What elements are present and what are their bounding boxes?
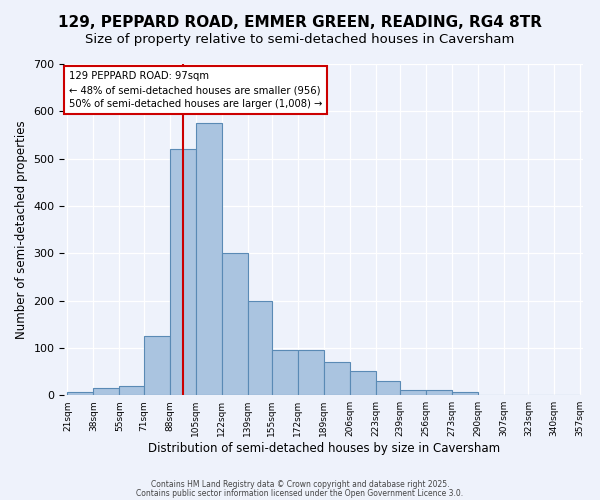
Bar	[144, 336, 170, 395]
Bar	[298, 350, 324, 395]
Y-axis label: Number of semi-detached properties: Number of semi-detached properties	[15, 120, 28, 339]
Bar	[272, 350, 298, 395]
Bar	[67, 392, 94, 395]
Bar	[400, 390, 426, 395]
Bar	[376, 381, 400, 395]
X-axis label: Distribution of semi-detached houses by size in Caversham: Distribution of semi-detached houses by …	[148, 442, 500, 455]
Bar	[350, 370, 376, 395]
Text: 129, PEPPARD ROAD, EMMER GREEN, READING, RG4 8TR: 129, PEPPARD ROAD, EMMER GREEN, READING,…	[58, 15, 542, 30]
Bar	[196, 123, 221, 395]
Bar	[94, 388, 119, 395]
Text: 129 PEPPARD ROAD: 97sqm
← 48% of semi-detached houses are smaller (956)
50% of s: 129 PEPPARD ROAD: 97sqm ← 48% of semi-de…	[69, 71, 322, 109]
Bar	[170, 149, 196, 395]
Bar	[324, 362, 350, 395]
Bar	[221, 254, 248, 395]
Text: Contains HM Land Registry data © Crown copyright and database right 2025.: Contains HM Land Registry data © Crown c…	[151, 480, 449, 489]
Bar	[119, 386, 144, 395]
Bar	[452, 392, 478, 395]
Text: Size of property relative to semi-detached houses in Caversham: Size of property relative to semi-detach…	[85, 32, 515, 46]
Text: Contains public sector information licensed under the Open Government Licence 3.: Contains public sector information licen…	[136, 488, 464, 498]
Bar	[426, 390, 452, 395]
Bar	[248, 300, 272, 395]
